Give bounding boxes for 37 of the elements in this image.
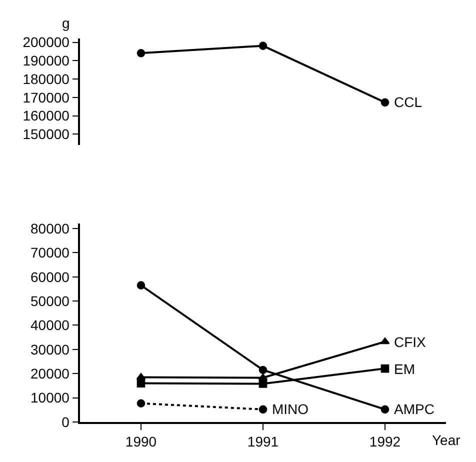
y-tick-label: 160000 xyxy=(22,108,70,124)
point xyxy=(380,405,390,414)
y-tick-label: 60000 xyxy=(30,268,70,285)
y-axis-title: g xyxy=(62,15,70,31)
series-label: MINO xyxy=(272,401,309,417)
series-label: EM xyxy=(394,361,415,377)
series-label: CCL xyxy=(394,94,422,110)
x-tick-label: 1992 xyxy=(369,434,401,450)
y-tick-label: 30000 xyxy=(30,341,70,358)
y-tick-label: 20000 xyxy=(30,366,70,382)
point xyxy=(258,405,268,414)
point xyxy=(258,380,268,388)
series-label: AMPC xyxy=(394,401,434,417)
y-tick-label: 50000 xyxy=(30,292,70,309)
series-label: CFIX xyxy=(394,334,427,350)
y-tick-label: 0 xyxy=(62,414,70,430)
y-tick-label: 200000 xyxy=(22,34,70,50)
y-tick-label: 190000 xyxy=(22,52,70,69)
x-tick-label: 1990 xyxy=(125,434,157,450)
y-tick-label: 70000 xyxy=(30,244,70,261)
y-tick-label: 40000 xyxy=(30,317,70,334)
y-tick-label: 150000 xyxy=(22,126,70,142)
y-tick-label: 80000 xyxy=(30,220,70,236)
point xyxy=(380,338,390,344)
point xyxy=(380,364,390,373)
point xyxy=(258,42,268,50)
y-tick-label: 180000 xyxy=(22,70,70,87)
point xyxy=(380,98,390,107)
x-tick-label: 1991 xyxy=(247,434,279,450)
point xyxy=(136,379,146,388)
y-tick-label: 10000 xyxy=(30,390,70,406)
point xyxy=(136,281,146,290)
x-axis-title: Year xyxy=(432,432,461,448)
point xyxy=(136,399,146,408)
point xyxy=(136,48,146,58)
y-tick-label: 170000 xyxy=(22,89,70,106)
point xyxy=(258,366,268,374)
